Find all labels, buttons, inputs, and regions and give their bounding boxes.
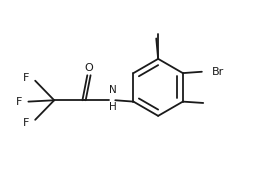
Text: Br: Br — [212, 67, 224, 77]
Text: H: H — [109, 102, 116, 112]
Text: F: F — [23, 117, 29, 127]
Text: N: N — [109, 85, 116, 95]
Text: F: F — [23, 73, 29, 83]
Text: F: F — [16, 97, 23, 107]
Text: O: O — [85, 63, 93, 73]
